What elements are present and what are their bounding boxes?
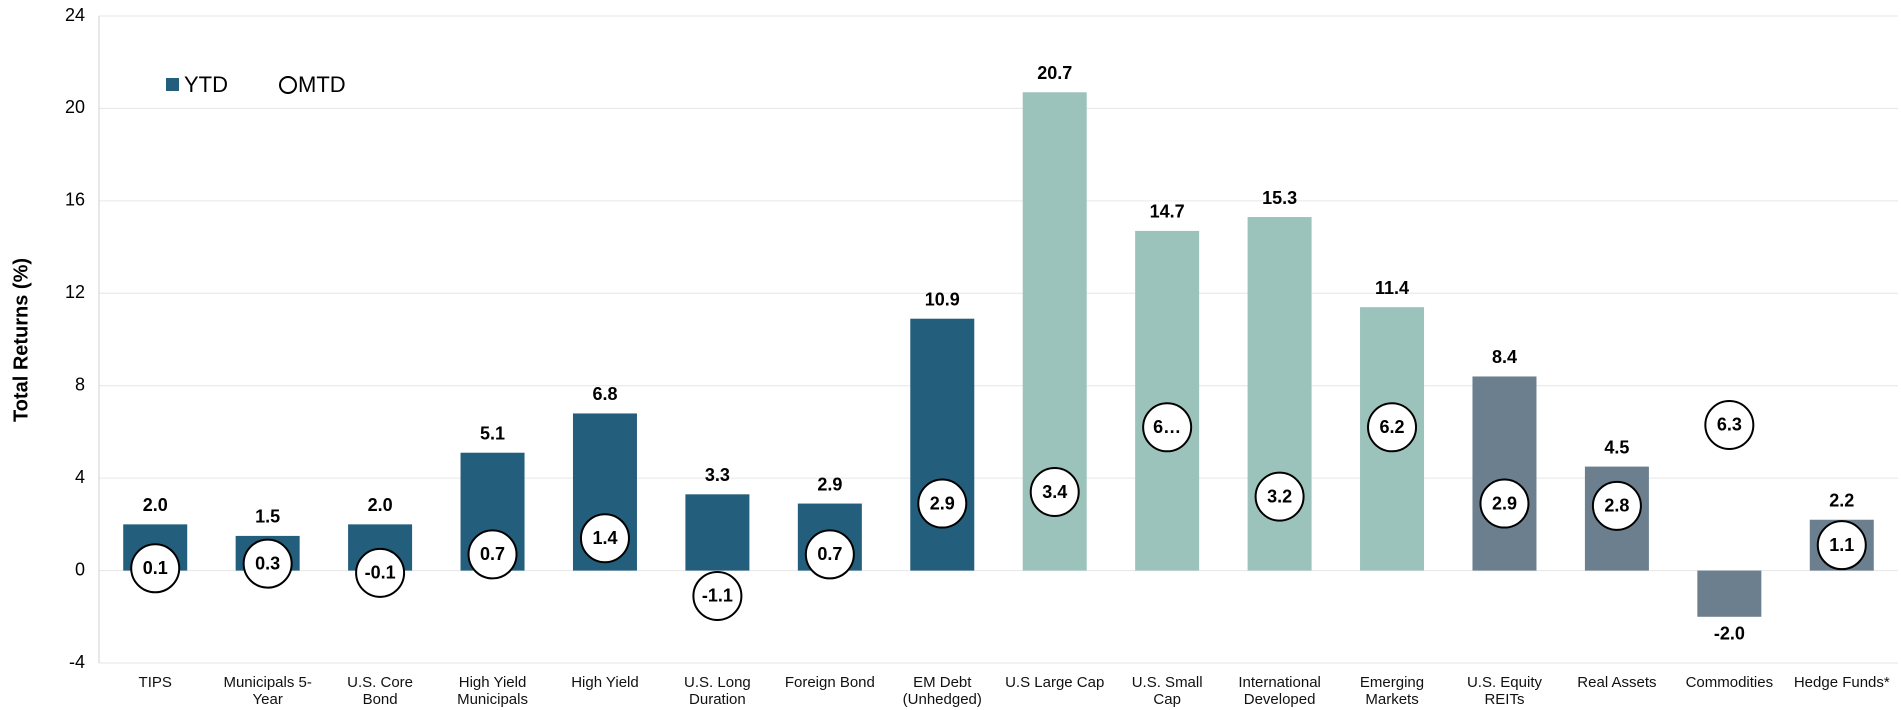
- mtd-marker: [1816, 520, 1867, 571]
- x-tick-label: Real Assets: [1577, 674, 1657, 691]
- mtd-label: 0.3: [255, 553, 280, 573]
- data-label: -2.0: [1714, 624, 1745, 644]
- mtd-marker: [467, 529, 518, 580]
- mtd-label: 3.4: [1042, 482, 1067, 502]
- mtd-marker: [579, 513, 630, 564]
- y-tick-label: 4: [75, 467, 85, 487]
- x-tick-label: Commodities: [1685, 674, 1774, 691]
- bar: [1697, 570, 1762, 617]
- data-label: 8.4: [1492, 347, 1517, 367]
- x-tick-label: High Yield Municipals: [457, 674, 528, 708]
- x-tick-label: U.S. Core Bond: [347, 674, 414, 708]
- data-label: 2.0: [143, 495, 168, 515]
- bar: [910, 318, 975, 571]
- data-label: 2.0: [368, 495, 393, 515]
- bar: [1472, 376, 1537, 571]
- x-tick-label: International Developed: [1238, 674, 1321, 708]
- mtd-marker: [804, 529, 855, 580]
- data-label: 20.7: [1037, 63, 1072, 83]
- data-label: 10.9: [925, 289, 960, 309]
- mtd-label: 6.2: [1380, 417, 1405, 437]
- data-label: 3.3: [705, 465, 730, 485]
- mtd-marker: [242, 538, 293, 589]
- data-label: 4.5: [1604, 437, 1629, 457]
- x-tick-label: Municipals 5-Year: [223, 674, 312, 708]
- data-label: 2.9: [817, 474, 842, 494]
- mtd-marker: [1142, 402, 1193, 453]
- legend-label: MTD: [298, 72, 346, 97]
- data-label: 11.4: [1375, 278, 1409, 298]
- x-tick-label: Emerging Markets: [1359, 674, 1425, 708]
- x-tick-label: U.S. Long Duration: [684, 674, 751, 708]
- legend-swatch: [166, 78, 179, 91]
- x-tick-label: U.S. Equity REITs: [1466, 674, 1542, 708]
- mtd-label: 2.8: [1604, 496, 1629, 516]
- legend-swatch: [279, 76, 297, 94]
- x-tick-label: U.S. Small Cap: [1131, 674, 1203, 708]
- mtd-label: -1.1: [702, 586, 733, 606]
- x-tick-label: TIPS: [138, 674, 172, 691]
- y-tick-label: 16: [65, 190, 85, 210]
- mtd-marker: [1367, 402, 1418, 453]
- legend-label: YTD: [184, 72, 228, 97]
- y-tick-label: 24: [65, 5, 85, 25]
- mtd-marker: [1029, 467, 1080, 518]
- y-tick-label: 0: [75, 559, 85, 579]
- mtd-label: 0.7: [817, 544, 842, 564]
- y-tick-label: 20: [65, 97, 85, 117]
- mtd-marker: [917, 478, 968, 529]
- y-tick-label: 12: [65, 282, 85, 302]
- data-label: 2.2: [1829, 490, 1854, 510]
- mtd-marker: [1591, 480, 1642, 531]
- x-tick-label: EM Debt (Unhedged): [902, 674, 982, 708]
- mtd-label: 2.9: [930, 493, 955, 513]
- mtd-label: -0.1: [365, 563, 396, 583]
- x-tick-label: U.S Large Cap: [1005, 674, 1105, 691]
- mtd-label: 6.3: [1717, 415, 1742, 435]
- data-label: 6.8: [592, 384, 617, 404]
- data-label: 5.1: [480, 423, 505, 443]
- mtd-label: 0.7: [480, 544, 505, 564]
- mtd-marker: [130, 543, 181, 594]
- data-label: 15.3: [1262, 188, 1297, 208]
- mtd-marker: [1254, 471, 1305, 522]
- mtd-label: 3.2: [1267, 486, 1292, 506]
- x-tick-label: Hedge Funds*: [1793, 674, 1890, 691]
- y-tick-label: 8: [75, 374, 85, 394]
- mtd-label: 6…: [1153, 417, 1181, 437]
- bar: [1135, 230, 1200, 571]
- x-tick-label: High Yield: [571, 674, 639, 691]
- mtd-label: 1.4: [592, 528, 617, 548]
- mtd-label: 2.9: [1492, 493, 1517, 513]
- y-tick-label: -4: [69, 652, 85, 672]
- x-tick-label: Foreign Bond: [784, 674, 875, 691]
- data-label: 14.7: [1150, 202, 1185, 222]
- mtd-marker: [1479, 478, 1530, 529]
- mtd-marker: [692, 570, 743, 621]
- mtd-label: 0.1: [143, 558, 168, 578]
- y-axis-title: Total Returns (%): [10, 258, 32, 422]
- data-label: 1.5: [255, 507, 280, 527]
- mtd-label: 1.1: [1829, 535, 1854, 555]
- mtd-marker: [1704, 399, 1755, 450]
- mtd-marker: [355, 547, 406, 598]
- bar: [685, 494, 750, 571]
